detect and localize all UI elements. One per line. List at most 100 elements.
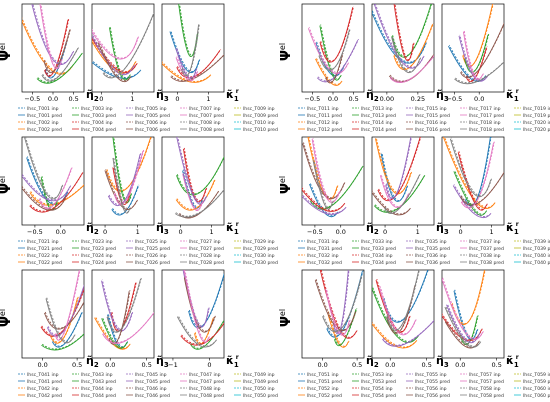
x-axis-label: κ̃1r (226, 221, 239, 236)
series-line (460, 171, 504, 206)
legend-entry: lhsc_T032 pred (307, 260, 342, 266)
x-axis-label-sup: r (516, 88, 519, 95)
chart-group-b: Ψel−0.5 0.0 0.5 η̃2 0.00 0.25 η̃3−0.5 0.0 κ̃1rlh… (278, 3, 550, 133)
legend-entry: lhsc_T004 pred (81, 127, 116, 133)
series-line-dashed (460, 171, 504, 205)
series-line-dashed (179, 189, 220, 218)
legend-entry: lhsc_T005 pred (135, 113, 170, 119)
legend-entry: lhsc_T005 inp (135, 106, 167, 112)
series-line (322, 276, 362, 333)
x-axis-label: η̃3 (436, 221, 449, 236)
legend-entry: lhsc_T034 inp (361, 253, 393, 259)
series-line (106, 278, 141, 333)
legend-entry: lhsc_T022 inp (27, 253, 59, 259)
legend-entry: lhsc_T051 inp (307, 372, 339, 378)
legend-entry: lhsc_T023 inp (81, 239, 113, 245)
legend-entry: lhsc_T015 pred (415, 113, 450, 119)
x-tick-label: 0.0 (105, 361, 115, 369)
series-line-dashed (372, 189, 411, 215)
x-axis-label-sup: r (516, 354, 519, 361)
series-line-dashed (182, 169, 204, 208)
x-axis-label-sub: 1 (514, 361, 519, 369)
legend-entry: lhsc_T028 pred (189, 260, 224, 266)
x-axis-label-main: η̃ (366, 221, 374, 234)
series-group (314, 270, 364, 348)
legend-entry: lhsc_T036 inp (415, 253, 447, 259)
series-line-dashed (46, 297, 76, 343)
series-line (101, 280, 133, 332)
series-line (92, 30, 139, 60)
series-line (391, 4, 432, 58)
x-tick-label: 0.0 (385, 361, 395, 369)
series-line-dashed (454, 289, 479, 339)
series-line-dashed (387, 270, 420, 330)
legend-entry: lhsc_T030 inp (243, 253, 275, 259)
legend-entry: lhsc_T052 pred (307, 393, 342, 399)
series-line-dashed (303, 142, 346, 199)
legend-entry: lhsc_T036 pred (415, 260, 450, 266)
legend-entry: lhsc_T059 pred (523, 379, 550, 385)
legend-entry: lhsc_T013 inp (361, 106, 393, 112)
plot-frame (21, 136, 85, 226)
series-line-dashed (391, 35, 422, 72)
x-axis-label: κ̃1r (226, 354, 239, 369)
plot-frame (91, 269, 155, 359)
legend-entry: lhsc_T012 pred (307, 127, 342, 133)
x-tick-label: 0.0 (48, 95, 58, 103)
legend-entry: lhsc_T035 inp (415, 239, 447, 245)
legend-entry: lhsc_T031 inp (307, 239, 339, 245)
series-line-dashed (175, 189, 224, 217)
panel-a-3: 0 1 κ̃1r (161, 3, 239, 103)
x-axis-label: η̃3 (436, 88, 449, 103)
series-line (175, 48, 197, 79)
legend-entry: lhsc_T055 inp (415, 372, 447, 378)
legend-entry: lhsc_T004 inp (81, 120, 113, 126)
legend-entry: lhsc_T041 inp (27, 372, 59, 378)
legend-entry: lhsc_T054 pred (361, 393, 396, 399)
legend-entry: lhsc_T037 pred (469, 246, 504, 252)
series-line-dashed (315, 278, 357, 331)
x-tick-label: 0.0 (455, 361, 465, 369)
x-axis-label-sub: 1 (514, 95, 519, 103)
x-tick-label: 0.5 (72, 361, 82, 369)
series-line (44, 300, 84, 330)
panel-c-2: 0 1 η̃3 (91, 136, 169, 236)
series-line (332, 270, 349, 335)
series-line-dashed (450, 137, 492, 197)
panel-f-3: 0.0 0.5 κ̃1r (441, 269, 519, 369)
x-axis-label: η̃3 (436, 354, 449, 369)
x-tick-label: 0.0 (474, 95, 484, 103)
legend-entry: lhsc_T026 pred (135, 260, 170, 266)
series-line-dashed (382, 319, 434, 346)
x-tick-label: 0.0 (317, 361, 327, 369)
series-line-dashed (378, 137, 422, 201)
x-axis-label-main: η̃ (86, 88, 94, 101)
series-line-dashed (455, 61, 504, 84)
x-tick-label: 0.0 (336, 228, 346, 236)
legend-entry: lhsc_T049 pred (243, 379, 278, 385)
legend-entry: lhsc_T053 pred (361, 379, 396, 385)
series-group (302, 137, 364, 218)
x-tick-label: 0.5 (422, 361, 432, 369)
series-line (41, 48, 79, 82)
x-axis-label-main: η̃ (86, 354, 94, 367)
series-line-dashed (39, 167, 73, 209)
series-line (178, 190, 220, 219)
x-axis-label: η̃3 (156, 88, 169, 103)
series-line (107, 154, 141, 207)
x-tick-label: 1 (136, 228, 140, 236)
panel-d-3: 0 1 κ̃1r (441, 136, 519, 236)
series-group (372, 137, 426, 216)
series-line-dashed (453, 184, 492, 218)
legend-entry: lhsc_T057 pred (469, 379, 504, 385)
x-axis-label-sup: r (236, 221, 239, 228)
x-axis-label-sup: r (236, 88, 239, 95)
legend-entry: lhsc_T007 inp (189, 106, 221, 112)
series-line-dashed (92, 28, 139, 59)
panel-e-2: 0.0 0.5 η̃3 (91, 269, 169, 369)
series-line-dashed (394, 23, 434, 69)
x-axis-label-sub: 1 (514, 228, 519, 236)
